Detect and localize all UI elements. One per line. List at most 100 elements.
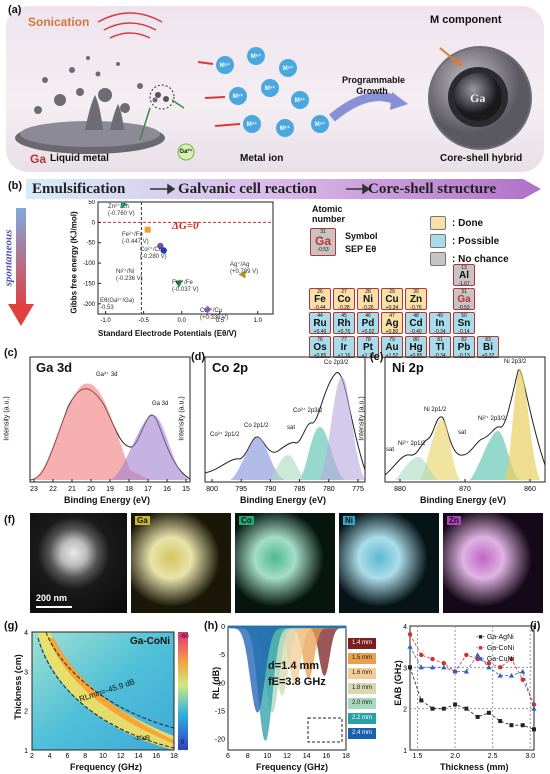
h-xtick: 14	[303, 753, 311, 760]
g-ytick: 1	[24, 748, 28, 755]
co2p-title: Co 2p	[212, 360, 249, 375]
xps-xtick: 775	[352, 486, 364, 493]
sonication-waves-icon	[97, 12, 163, 39]
h-ytick: -5	[219, 652, 225, 659]
element-cell-bi: 83 Bi +0.32	[477, 336, 499, 359]
eab-series-line	[409, 667, 535, 730]
element-cell-hg: 80 Hg +0.85	[405, 336, 427, 359]
ga3-ion-icon	[177, 143, 195, 161]
eab-point	[453, 702, 458, 707]
g-ytick: 4	[24, 630, 28, 637]
i-xlabel: Thickness (mm)	[440, 762, 509, 772]
process-flow-bar	[26, 179, 541, 199]
ga-ref-label: Eθ(Ga³⁺/Ga) -0.53	[100, 298, 135, 311]
legend-done: : Done	[430, 216, 483, 230]
element-cell-cd: 48 Cd -0.40	[405, 312, 427, 335]
gibbs-ytick: -100	[83, 261, 96, 267]
eds-map-label: Co	[239, 516, 254, 525]
ni2p-sat2: sat	[386, 447, 395, 453]
element-cell-pd: 46 Pd +0.92	[357, 312, 379, 335]
h-f-text: fE=3.8 GHz	[268, 676, 326, 688]
gibbs-chart: 50 0 -50 -100 -150 -200 -1.0 -0.5 0.0 0.5 1.0	[83, 200, 274, 324]
i-xtick: 2.0	[450, 753, 460, 760]
core-label: Ga	[470, 91, 486, 105]
element-cell-ir: 77 Ir +1.16	[333, 336, 355, 359]
xps-xtick: 780	[323, 486, 335, 493]
xps-xtick: 21	[68, 486, 76, 493]
g-xtick: 2	[30, 753, 34, 760]
eab-point	[430, 706, 435, 711]
xps-xtick: 22	[49, 486, 57, 493]
xps-xtick: 880	[394, 486, 406, 493]
eab-point	[475, 652, 481, 657]
delta-g-label: ΔG=0	[172, 220, 199, 232]
i-ytick: 4	[403, 624, 407, 631]
svg-text:Mⁿ⁺: Mⁿ⁺	[315, 121, 326, 128]
metal-ion-label: Metal ion	[240, 153, 284, 164]
h-ylabel: RL (dB)	[211, 666, 221, 700]
programmable-growth-label: Programmable Growth	[342, 75, 406, 96]
eab-point	[419, 652, 424, 658]
xps-panels: (c) (d) (e) 23 22 21 20 19 18 17 16 15 800 795 790…	[0, 345, 550, 510]
eab-chart: 1 2 3 4 1.5 2.0 2.5 3.0	[403, 624, 537, 760]
g-xtick: 12	[117, 753, 125, 760]
xps-charts: 23 22 21 20 19 18 17 16 15 800 795 790 785 780 775 88…	[29, 356, 546, 493]
h-xlabel: Frequency (GHz)	[256, 762, 329, 772]
gibbs-xtick: 0.5	[216, 318, 225, 324]
eab-series-line	[409, 634, 535, 705]
xps-ylabel-e: Intensity (a.u.)	[358, 396, 366, 441]
panel-label-a: (a)	[8, 4, 22, 16]
panel-b: spontaneous Gibbs free energy (KJ/mol) 5…	[0, 200, 550, 359]
g-xtick: 14	[135, 753, 143, 760]
eab-point	[441, 706, 446, 711]
pt-label-ni: Ni²⁺/Ni (-0.236 V)	[116, 269, 143, 282]
element-cell-ag: 47 Ag +0.80	[381, 312, 403, 335]
pt-label-co: Co²⁺/Co (-0.280 V)	[140, 247, 167, 260]
xps-xlabel-e: Binding Energy (eV)	[420, 495, 507, 505]
i-ylabel: EAB (GHz)	[393, 660, 403, 706]
pt-label-fe3: Fe³⁺/Fe (-0.037 V)	[172, 280, 199, 293]
sonication-label: Sonication	[28, 15, 90, 29]
xps-xtick: 17	[144, 486, 152, 493]
gibbs-point	[144, 226, 151, 233]
ga3d-peak1: Ga³⁺ 3d	[96, 372, 118, 378]
gibbs-ytick: 0	[92, 220, 96, 226]
xps-xtick: 795	[235, 486, 247, 493]
i-legend-item: -■- Ga-CoNi	[476, 645, 515, 652]
panel-label-c: (c)	[4, 347, 18, 359]
i-xtick: 3.0	[525, 753, 535, 760]
h-d-text: d=1.4 mm	[268, 660, 320, 672]
co2p-peak1: Co 2p3/2	[324, 360, 349, 366]
panel-label-i: (i)	[530, 620, 541, 632]
ni2p-peak1: Ni 2p3/2	[504, 359, 527, 365]
i-xtick: 1.5	[413, 753, 423, 760]
co2p-peak3: Co 2p1/2	[244, 423, 269, 429]
svg-text:Mⁿ⁺: Mⁿ⁺	[220, 62, 231, 69]
h-legend-item: 2.2 mm	[348, 713, 376, 724]
gibbs-xtick: -1.0	[100, 318, 111, 324]
core-shell-label: Core-shell hybrid	[440, 153, 523, 164]
h-legend-item: 1.8 mm	[348, 683, 376, 694]
xps-xtick: 860	[524, 486, 536, 493]
gibbs-xtick: 1.0	[254, 318, 263, 324]
gibbs-ytick: -150	[83, 281, 96, 287]
g-xtick: 8	[83, 753, 87, 760]
m-component-label: M component	[430, 14, 502, 26]
pt-label-ag: Ag⁺/Ag (+0.799 V)	[230, 262, 259, 275]
spontaneous-arrow-icon	[8, 208, 34, 326]
gibbs-ytick: -200	[83, 302, 96, 308]
eab-point	[509, 656, 514, 662]
gibbs-point	[203, 305, 212, 314]
panel-label-d: (d)	[191, 351, 206, 363]
xps-xtick: 18	[125, 486, 133, 493]
co2p-peak2: Co³⁺ 2p3/2	[293, 408, 323, 414]
i-xtick: 2.5	[488, 753, 498, 760]
g-xtick: 16	[152, 753, 160, 760]
panel-h: (h) 0 -5 -10 -15 -20 6 8 10 12 14 16 18 d=1.4 mm fE…	[200, 618, 380, 774]
xps-xtick: 790	[265, 486, 277, 493]
element-cell-pt: 78 Pt +1.18	[357, 336, 379, 359]
ga3-ion-label: Ga³⁺	[179, 149, 193, 155]
svg-text:Mⁿ⁺: Mⁿ⁺	[265, 85, 276, 92]
legend-no-chance: : No chance	[430, 252, 509, 266]
